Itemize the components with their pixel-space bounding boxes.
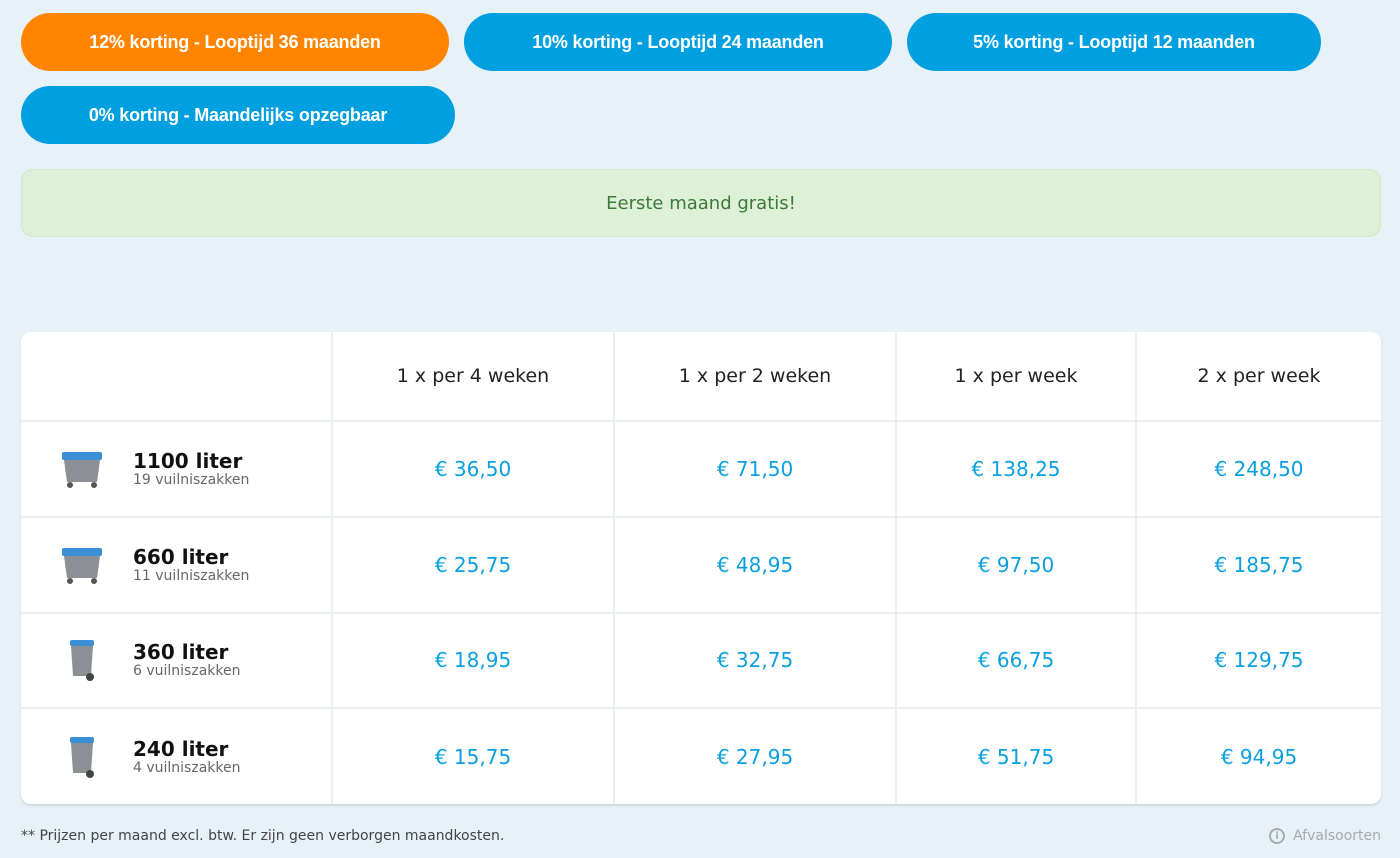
container-name: 240 liter bbox=[133, 736, 229, 761]
container-name: 360 liter bbox=[133, 640, 229, 664]
table-header-row: 1 x per 4 weken 1 x per 2 weken 1 x per … bbox=[21, 332, 1381, 422]
plan-36-months-button[interactable]: 12% korting - Looptijd 36 maanden bbox=[21, 13, 449, 71]
price-cell[interactable]: € 32,75 bbox=[615, 613, 897, 707]
container-capacity: 6 vuilniszakken bbox=[133, 663, 241, 679]
header-col: 2 x per week bbox=[1197, 365, 1321, 387]
container-cell: 1100 liter 19 vuilniszakken bbox=[21, 422, 333, 516]
pricing-table: 1 x per 4 weken 1 x per 2 weken 1 x per … bbox=[21, 332, 1381, 804]
price-cell[interactable]: € 18,95 bbox=[333, 613, 615, 707]
container-cell: 660 liter 11 vuilniszakken bbox=[21, 517, 333, 612]
header-empty bbox=[21, 332, 333, 420]
header-col: 1 x per 2 weken bbox=[615, 332, 897, 420]
header-col: 1 x per week bbox=[897, 332, 1137, 420]
price-cell[interactable]: € 27,95 bbox=[615, 708, 897, 804]
price-cell[interactable]: € 25,75 bbox=[333, 517, 615, 612]
price-cell[interactable]: € 51,75 bbox=[897, 708, 1137, 804]
price-cell[interactable]: € 185,75 bbox=[1214, 552, 1304, 577]
price-cell[interactable]: € 248,50 bbox=[1214, 457, 1304, 481]
plan-24-months-button[interactable]: 10% korting - Looptijd 24 maanden bbox=[464, 13, 892, 71]
price-cell[interactable]: € 129,75 bbox=[1214, 648, 1304, 672]
container-capacity: 4 vuilniszakken bbox=[133, 759, 241, 776]
table-row: 240 liter 4 vuilniszakken € 15,75 € 27,95 € … bbox=[21, 708, 1381, 804]
plan-12-months-button[interactable]: 5% korting - Looptijd 12 maanden bbox=[907, 13, 1321, 71]
waste-types-label: Afvalsoorten bbox=[1293, 828, 1381, 844]
large-container-icon bbox=[59, 446, 105, 492]
header-col: 1 x per 4 weken bbox=[333, 332, 615, 420]
price-cell[interactable]: € 94,95 bbox=[1220, 744, 1298, 769]
container-name: 660 liter bbox=[133, 544, 229, 569]
large-container-icon bbox=[59, 542, 105, 588]
container-capacity: 11 vuilniszakken bbox=[133, 567, 250, 584]
table-row: 1100 liter 19 vuilniszakken € 36,50 € 71,50… bbox=[21, 422, 1381, 518]
container-cell: 360 liter 6 vuilniszakken bbox=[21, 613, 333, 707]
price-cell[interactable]: € 36,50 bbox=[333, 422, 615, 516]
info-icon: i bbox=[1269, 828, 1286, 844]
price-cell[interactable]: € 15,75 bbox=[333, 708, 615, 804]
price-cell[interactable]: € 48,95 bbox=[615, 517, 897, 612]
footer-note: ** Prijzen per maand excl. btw. Er zijn … bbox=[21, 828, 505, 844]
waste-types-link[interactable]: i Afvalsoorten bbox=[1269, 828, 1381, 844]
wheelie-bin-icon bbox=[59, 637, 105, 683]
container-cell: 240 liter 4 vuilniszakken bbox=[21, 708, 333, 804]
plan-monthly-button[interactable]: 0% korting - Maandelijks opzegbaar bbox=[21, 86, 455, 144]
container-capacity: 19 vuilniszakken bbox=[133, 472, 250, 488]
price-cell[interactable]: € 138,25 bbox=[897, 422, 1137, 516]
price-cell[interactable]: € 71,50 bbox=[615, 422, 897, 516]
promo-banner: Eerste maand gratis! bbox=[21, 169, 1381, 237]
price-cell[interactable]: € 66,75 bbox=[897, 613, 1137, 707]
price-cell[interactable]: € 97,50 bbox=[897, 517, 1137, 612]
table-row: 360 liter 6 vuilniszakken € 18,95 € 32,75 € … bbox=[21, 613, 1381, 709]
container-name: 1100 liter bbox=[133, 449, 243, 473]
table-row: 660 liter 11 vuilniszakken € 25,75 € 48,95 €… bbox=[21, 517, 1381, 614]
wheelie-bin-icon bbox=[59, 734, 105, 780]
